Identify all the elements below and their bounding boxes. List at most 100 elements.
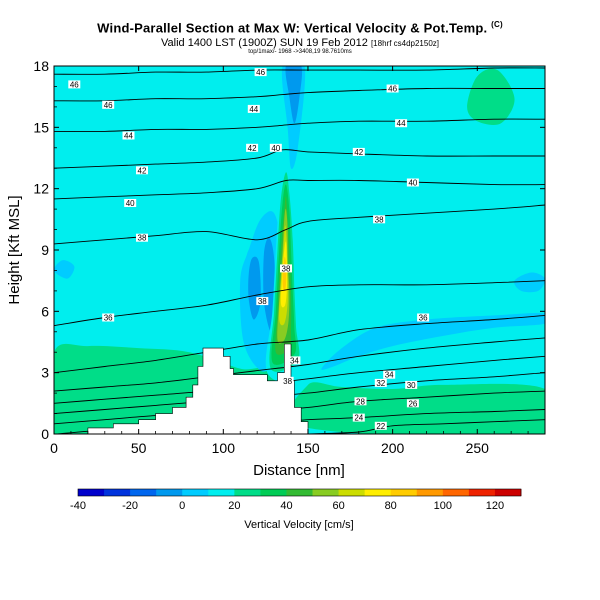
chart-title-text: Wind-Parallel Section at Max W: Vertical… bbox=[97, 20, 488, 36]
velocity-region-26 bbox=[289, 66, 298, 97]
contour-label-14: 38 bbox=[375, 215, 384, 224]
contour-label-bg-6 bbox=[395, 119, 408, 128]
x-tick-label-50: 50 bbox=[131, 440, 147, 456]
contour-label-8: 42 bbox=[248, 144, 257, 153]
x-tick-label-150: 150 bbox=[296, 440, 320, 456]
contour-label-bg-8 bbox=[246, 143, 259, 152]
velocity-region-14 bbox=[467, 68, 515, 125]
velocity-region-7 bbox=[155, 75, 308, 149]
theta-contour-34 bbox=[54, 314, 545, 374]
contour-label-bg-11 bbox=[269, 143, 282, 152]
contour-label-6: 44 bbox=[397, 119, 406, 128]
contour-label-21: 32 bbox=[376, 379, 385, 388]
contour-label-25: 26 bbox=[408, 399, 417, 408]
colorbar-swatch-7 bbox=[260, 489, 287, 496]
colorbar-swatch-15 bbox=[468, 489, 496, 496]
y-tick-label-15: 15 bbox=[33, 119, 49, 135]
theta-contour-48 bbox=[54, 67, 545, 75]
contour-label-11: 40 bbox=[271, 144, 280, 153]
colorbar-frame bbox=[77, 488, 522, 497]
contour-label-bg-24 bbox=[354, 397, 367, 406]
chart-title: Wind-Parallel Section at Max W: Vertical… bbox=[0, 20, 600, 35]
velocity-region-16 bbox=[54, 260, 75, 279]
small-note: top/1max/- 1968 ->3408,19 98.7610ms bbox=[248, 49, 352, 55]
contour-label-bg-5 bbox=[247, 104, 260, 113]
velocity-region-9 bbox=[214, 168, 237, 210]
contour-label-3: 46 bbox=[104, 101, 113, 110]
velocity-region-17 bbox=[514, 272, 545, 293]
x-axis-label: Distance [nm] bbox=[253, 462, 345, 479]
contour-label-bg-27 bbox=[374, 421, 387, 430]
x-tick-label-100: 100 bbox=[212, 440, 236, 456]
colorbar-swatch-0 bbox=[78, 489, 105, 496]
contour-label-bg-10 bbox=[124, 199, 137, 207]
contour-label-27: 22 bbox=[376, 422, 385, 431]
contour-label-bg-2 bbox=[386, 84, 399, 93]
colorbar-swatch-3 bbox=[156, 489, 183, 496]
valid-note: [18hrf cs4dp2150z] bbox=[370, 39, 439, 48]
contour-label-bg-7 bbox=[136, 166, 148, 175]
contour-label-13: 38 bbox=[138, 234, 147, 243]
x-tick-label-0: 0 bbox=[50, 440, 58, 456]
contour-label-12: 40 bbox=[408, 179, 417, 188]
colorbar-tick-0: 0 bbox=[179, 500, 185, 512]
contour-label-bg-4 bbox=[122, 131, 135, 140]
contour-label-bg-9 bbox=[352, 147, 365, 156]
y-tick-label-18: 18 bbox=[33, 58, 49, 74]
colorbar-label: Vertical Velocity [cm/s] bbox=[244, 519, 353, 531]
valid-time-line: Valid 1400 LST (1900Z) SUN 19 Feb 2012 [… bbox=[0, 37, 600, 49]
colorbar-tick-100: 100 bbox=[434, 500, 452, 512]
contour-label-26: 24 bbox=[354, 414, 363, 423]
contour-label-16: 38 bbox=[258, 297, 267, 306]
contour-label-1: 46 bbox=[256, 68, 265, 77]
contour-label-24: 28 bbox=[356, 397, 365, 406]
contour-label-0: 46 bbox=[70, 80, 79, 89]
y-tick-label-0: 0 bbox=[41, 426, 49, 442]
contour-label-5: 44 bbox=[249, 105, 258, 114]
colorbar-tick-80: 80 bbox=[385, 500, 397, 512]
theta-contour-46 bbox=[54, 87, 545, 102]
contour-label-bg-17 bbox=[102, 313, 115, 322]
contour-label-4: 44 bbox=[124, 132, 133, 141]
contour-label-bg-3 bbox=[102, 100, 115, 109]
theta-contour-44 bbox=[54, 118, 545, 133]
contour-label-18: 36 bbox=[419, 314, 428, 323]
colorbar-swatch-14 bbox=[442, 489, 470, 496]
velocity-region-8 bbox=[155, 178, 177, 212]
contour-label-10: 40 bbox=[126, 199, 135, 208]
contour-label-bg-18 bbox=[417, 313, 430, 322]
colorbar-tick--20: -20 bbox=[122, 500, 138, 512]
y-tick-label-6: 6 bbox=[41, 303, 49, 319]
theta-contour-22 bbox=[307, 419, 545, 434]
contour-label-23: 38 bbox=[283, 377, 292, 386]
contour-label-bg-0 bbox=[68, 80, 81, 89]
colorbar-swatch-16 bbox=[494, 489, 522, 496]
velocity-region-13 bbox=[307, 66, 361, 87]
colorbar-swatch-5 bbox=[208, 489, 235, 496]
colorbar-swatch-4 bbox=[182, 489, 209, 496]
contour-label-17: 36 bbox=[104, 314, 113, 323]
contour-label-layer: 46 46 46 46 44 44 44 42 42 42 40 40 40 38 38 38 38 36 36 34… bbox=[68, 68, 430, 431]
velocity-region-24 bbox=[285, 66, 303, 124]
contour-label-bg-15 bbox=[280, 264, 292, 273]
contour-label-bg-12 bbox=[406, 178, 419, 187]
theta-contour-40 bbox=[54, 179, 545, 200]
contour-label-9: 42 bbox=[354, 148, 363, 157]
colorbar-swatch-8 bbox=[286, 489, 313, 496]
valid-time-text: Valid 1400 LST (1900Z) SUN 19 Feb 2012 bbox=[161, 37, 368, 49]
x-tick-label-200: 200 bbox=[381, 440, 405, 456]
colorbar-swatch-10 bbox=[338, 489, 366, 496]
colorbar-swatch-9 bbox=[312, 489, 339, 496]
terrain-layer bbox=[54, 343, 545, 434]
velocity-region-12 bbox=[391, 69, 427, 133]
colorbar-swatch-6 bbox=[234, 489, 261, 496]
colorbar-swatch-11 bbox=[364, 489, 392, 496]
title-mark: (C) bbox=[491, 20, 503, 29]
contour-label-bg-20 bbox=[288, 356, 301, 365]
contour-label-15: 38 bbox=[282, 264, 291, 273]
velocity-region-6 bbox=[92, 74, 140, 133]
contour-label-2: 46 bbox=[388, 85, 397, 94]
y-tick-label-12: 12 bbox=[33, 181, 49, 197]
colorbar-tick-20: 20 bbox=[228, 500, 240, 512]
